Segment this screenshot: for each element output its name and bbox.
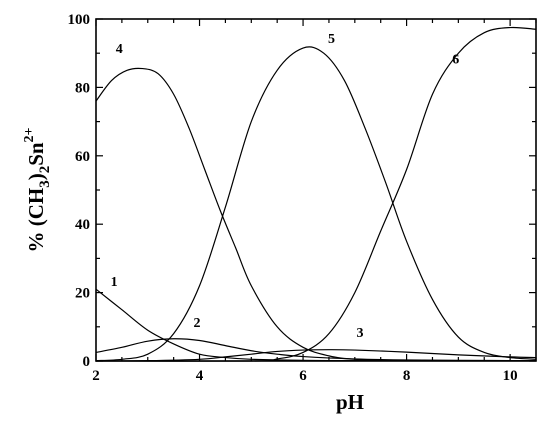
x-tick-label: 8	[403, 368, 411, 384]
y-axis-title-sup: 2+	[22, 127, 37, 142]
series-line-4	[95, 67, 537, 362]
curve-label-4: 4	[116, 42, 123, 57]
curve-label-5: 5	[328, 32, 335, 47]
series-line-6	[95, 26, 537, 362]
y-tick-label: 100	[68, 12, 91, 28]
series-line-5	[95, 46, 537, 362]
plot-frame	[95, 18, 537, 362]
curve-label-2: 2	[193, 316, 200, 331]
x-tick-label: 6	[299, 368, 307, 384]
x-tick-label: 4	[196, 368, 204, 384]
y-axis-title: % (CH3)2Sn2+	[22, 127, 53, 252]
curve-labels: 1 2 3 4 5 6	[111, 32, 460, 341]
y-tick-label: 20	[75, 286, 90, 302]
curve-label-3: 3	[357, 326, 364, 341]
curve-label-6: 6	[452, 52, 459, 67]
y-axis-title-part: % (CH	[24, 188, 48, 253]
series-line-2	[95, 338, 537, 362]
y-axis-title-sub: 2	[37, 166, 53, 174]
data-curves	[95, 26, 537, 362]
x-tick-label: 10	[503, 368, 518, 384]
y-axis-title-part: )	[24, 173, 48, 180]
y-axis-title-sub: 3	[37, 180, 53, 188]
plot-border	[95, 18, 537, 362]
series-line-3	[95, 349, 537, 362]
y-tick-label: 0	[83, 354, 91, 370]
y-tick-label: 40	[75, 217, 90, 233]
y-tick-label: 80	[75, 80, 90, 96]
y-tick-label: 60	[75, 149, 90, 165]
y-axis-title-part: Sn	[24, 142, 48, 166]
curve-label-1: 1	[111, 275, 118, 290]
x-axis-title: pH	[336, 390, 364, 414]
x-tick-label: 2	[92, 368, 100, 384]
